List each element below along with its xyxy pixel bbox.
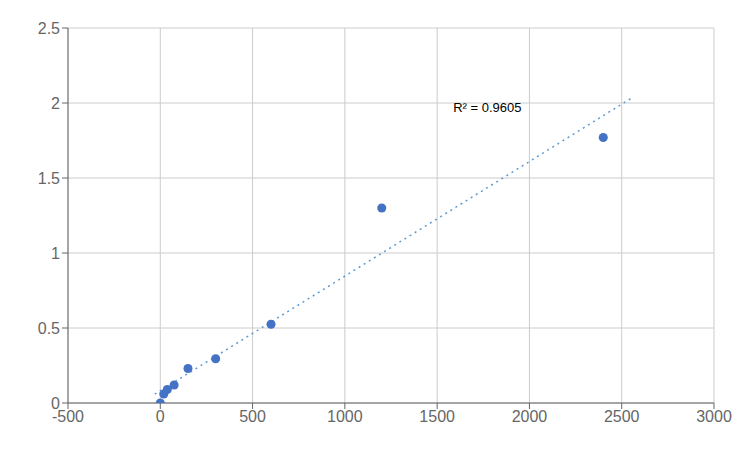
svg-text:1: 1	[51, 245, 60, 262]
svg-text:2.5: 2.5	[38, 20, 60, 37]
svg-text:R² = 0.9605: R² = 0.9605	[453, 100, 521, 115]
svg-text:3000: 3000	[696, 408, 732, 425]
svg-text:0: 0	[51, 395, 60, 412]
svg-text:2000: 2000	[512, 408, 548, 425]
svg-text:1500: 1500	[419, 408, 455, 425]
svg-text:2: 2	[51, 95, 60, 112]
svg-text:-500: -500	[52, 408, 84, 426]
svg-text:1.5: 1.5	[38, 170, 60, 187]
svg-text:1000: 1000	[327, 408, 363, 425]
svg-text:500: 500	[239, 408, 266, 425]
svg-text:0: 0	[156, 408, 165, 425]
svg-text:2500: 2500	[604, 408, 640, 425]
svg-text:0.5: 0.5	[38, 320, 60, 337]
